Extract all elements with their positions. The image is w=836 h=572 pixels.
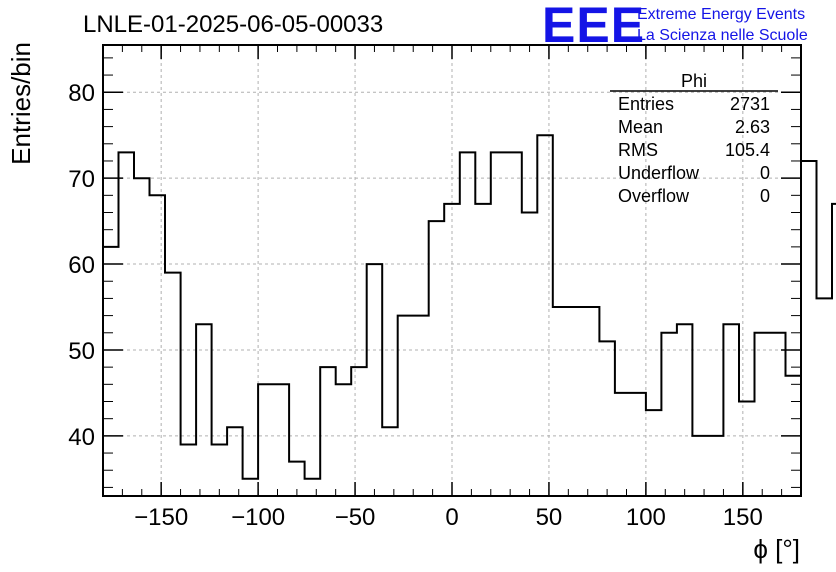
histogram-bin [661,333,677,496]
histogram-bin [723,324,739,496]
histogram-bin [181,444,197,496]
x-axis-label: ϕ [°] [753,534,800,564]
x-tick-label: 50 [536,504,563,531]
eee-logo: EEE Extreme Energy Events La Scienza nel… [542,0,808,53]
histogram-bin [196,324,212,496]
stats-value: 0 [760,163,770,183]
histogram-bin [739,402,755,496]
histogram-bin [801,161,817,496]
x-tick-label: 150 [723,504,763,531]
histogram-bin [258,384,274,496]
histogram-bin [599,341,615,496]
stats-value: 0 [760,186,770,206]
histogram-bin [553,307,569,496]
histogram-bin [832,204,836,496]
histogram-bin [103,247,119,496]
histogram-bin [817,298,833,496]
stats-label: Entries [618,94,674,114]
stats-box-title: Phi [681,71,707,91]
y-tick-label: 60 [68,252,95,279]
histogram-bin [367,264,383,496]
histogram-bin [351,367,367,496]
logo-line-1: Extreme Energy Events [637,6,805,23]
histogram-bin [212,444,228,496]
stats-label: Mean [618,117,663,137]
stats-label: Underflow [618,163,700,183]
histogram-bin [134,178,150,496]
histogram-bin [150,195,166,496]
stats-label: Overflow [618,186,690,206]
x-tick-label: −50 [335,504,376,531]
histogram-bin [429,221,445,496]
histogram-bin [506,152,522,496]
y-tick-label: 80 [68,80,95,107]
histogram-bin [522,213,538,496]
y-tick-label: 70 [68,166,95,193]
grid-layer [103,45,801,496]
logo-mark: EEE [542,0,645,53]
x-tick-label: −100 [231,504,285,531]
histogram-bin [677,324,693,496]
histogram-bin [336,384,352,496]
histogram-bin [413,316,429,496]
y-tick-label: 40 [68,424,95,451]
y-tick-label: 50 [68,338,95,365]
histogram-bin [615,393,631,496]
logo-line-2: La Scienza nelle Scuole [637,27,808,44]
histogram-bin [692,436,708,496]
histogram-bin [119,152,135,496]
histogram-bin [475,204,491,496]
histogram-bin [537,135,553,496]
stats-rows: Entries 2731 Mean 2.63 RMS 105.4 Underflow 0 Ove… [618,94,770,206]
chart-title: LNLE-01-2025-06-05-00033 [83,11,383,38]
histogram-bin [382,427,398,496]
histogram-bin [227,427,243,496]
stats-value: 105.4 [725,140,770,160]
stats-value: 2731 [730,94,770,114]
histogram-bin [630,393,646,496]
histogram-bin [274,384,290,496]
histogram-bin [584,307,600,496]
histogram-bin [770,333,786,496]
histogram-bin [398,316,414,496]
bins-layer [103,66,836,496]
histogram-bin [320,367,336,496]
histogram-bin [460,152,476,496]
ticks-layer: −150 −100 −50 0 50 100 150 40 50 60 70 80 [68,45,802,531]
histogram-bin [305,479,321,496]
histogram-bin [491,152,507,496]
x-tick-label: 100 [626,504,666,531]
x-tick-label: −150 [134,504,188,531]
histogram-bin [444,204,460,496]
histogram-bin [708,436,724,496]
histogram-bin [243,479,259,496]
y-axis-label: Entries/bin [6,42,36,165]
stats-value: 2.63 [735,117,770,137]
histogram-outline [103,134,836,480]
histogram-bin [646,410,662,496]
histogram-bin [568,307,584,496]
x-tick-label: 0 [445,504,458,531]
stats-box: Phi Entries 2731 Mean 2.63 RMS 105.4 Underflow… [610,71,778,206]
stats-label: RMS [618,140,658,160]
histogram-bin [754,333,770,496]
histogram-bin [165,273,181,496]
